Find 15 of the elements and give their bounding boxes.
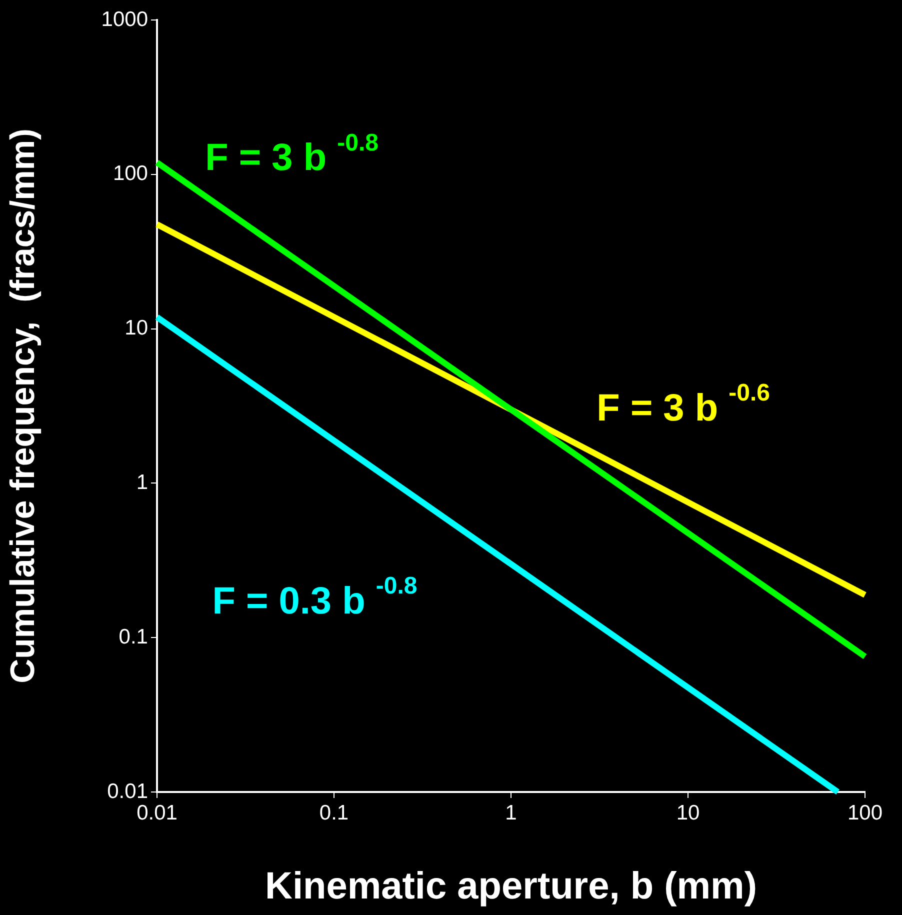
annotation: F = 0.3 b -0.8 bbox=[212, 572, 418, 622]
x-tick-label: 0.1 bbox=[319, 801, 349, 824]
annotation: F = 3 b -0.8 bbox=[205, 129, 378, 180]
x-tick-label: 1 bbox=[505, 801, 517, 824]
x-tick-label: 10 bbox=[676, 801, 700, 824]
y-tick-label: 10 bbox=[124, 316, 148, 340]
y-tick-label: 0.01 bbox=[107, 780, 148, 803]
y-tick-label: 100 bbox=[112, 162, 148, 186]
y-tick-label: 1 bbox=[136, 470, 148, 494]
x-tick-label: 100 bbox=[847, 801, 883, 824]
annotation: F = 3 b -0.6 bbox=[596, 379, 770, 430]
x-axis-title: Kinematic aperture, b (mm) bbox=[265, 866, 757, 908]
y-tick-label: 1000 bbox=[101, 8, 148, 31]
y-axis-title: Cumulative frequency, (fracs/mm) bbox=[4, 128, 42, 684]
y-tick-label: 0.1 bbox=[118, 625, 148, 648]
